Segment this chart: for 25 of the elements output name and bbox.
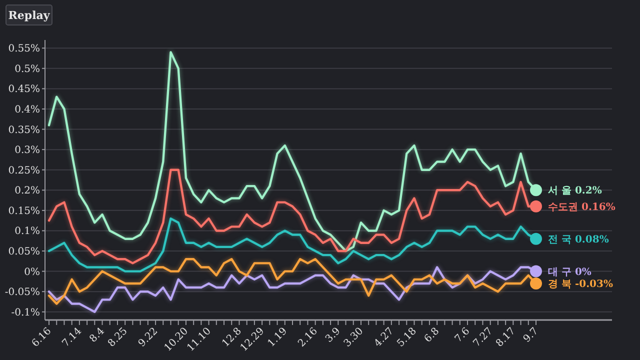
x-tick-label: 3.9	[324, 326, 343, 345]
y-tick-label: 0%	[24, 266, 40, 278]
y-tick-label: 0.45%	[8, 84, 40, 96]
y-tick-label: 0.5%	[14, 64, 40, 75]
y-tick-label: 0.15%	[8, 206, 40, 217]
x-tick-label: 8.4	[88, 326, 107, 345]
x-tick-label: 7.6	[453, 326, 472, 345]
y-tick-label: -0.05%	[4, 287, 40, 298]
y-tick-label: -0.1%	[11, 307, 40, 318]
text: 서 울 0.2%	[548, 186, 602, 197]
text: 대 구 0%	[548, 266, 592, 278]
text: 경 북 -0.03%	[548, 278, 613, 290]
text: 전 국 0.08%	[548, 234, 609, 246]
y-tick-label: 0.2%	[14, 186, 40, 197]
x-tick-label: 6.8	[422, 326, 442, 345]
y-tick-label: 0.1%	[14, 226, 40, 238]
text: 수도권 0.16%	[548, 202, 616, 213]
y-tick-label: 0.3%	[14, 145, 40, 156]
y-tick-label: 0.05%	[8, 246, 40, 258]
y-tick-label: 0.4%	[14, 104, 40, 116]
y-tick-label: 0.25%	[8, 165, 40, 176]
y-tick-label: 0.55%	[8, 44, 40, 55]
y-tick-label: 0.35%	[8, 124, 40, 136]
replay-button: Replay	[6, 4, 52, 26]
x-tick-label: 9.7	[522, 326, 541, 345]
